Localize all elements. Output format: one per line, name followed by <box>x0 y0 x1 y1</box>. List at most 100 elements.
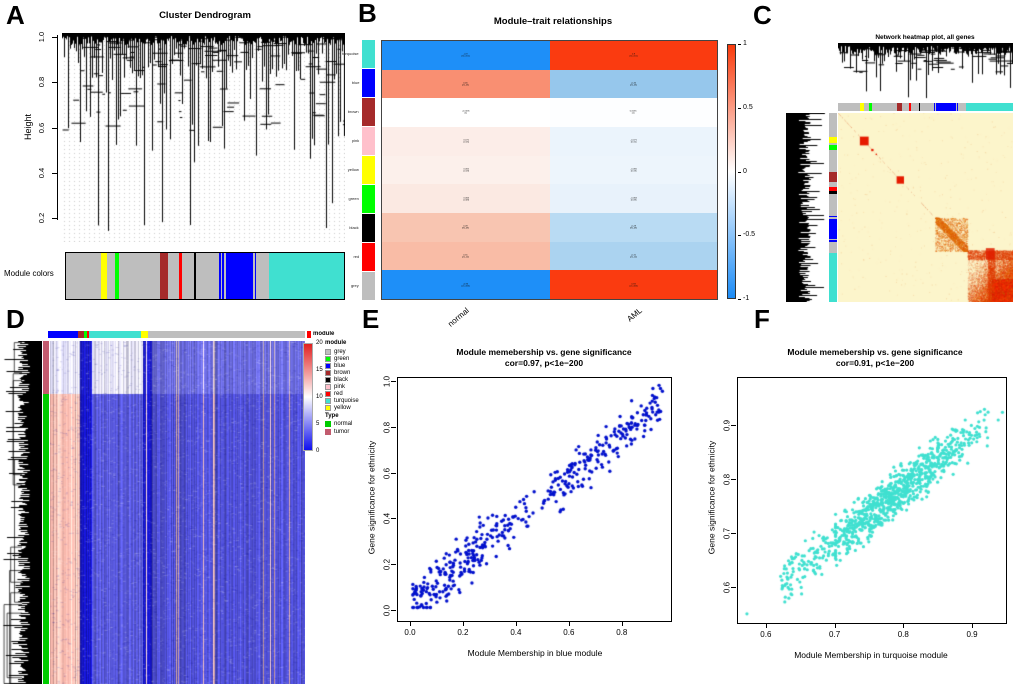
module-color-segment <box>43 394 49 684</box>
panel-b-cbar-tick-mark <box>738 171 741 173</box>
module-color-segment <box>896 103 903 111</box>
correlation-cell: 0.0035 (1) <box>549 98 717 128</box>
correlation-value: 0.31 (2e-10) <box>462 253 470 259</box>
module-trait-row: -0.0035 (1) 0.0035 (1) <box>382 98 717 128</box>
panel-f-title: Module memebership vs. gene significance <box>787 347 963 357</box>
panel-a-ytick-label: 0.6 <box>37 122 46 134</box>
module-color-segment <box>829 242 837 253</box>
panel-b-colorbar <box>727 44 736 299</box>
module-name-label: black <box>349 225 359 231</box>
panel-b-row-label: blue <box>330 69 359 98</box>
panel-b-row-labels: turquoise blue brown pink yellow green black re… <box>330 40 359 300</box>
panel-e-letter: E <box>362 304 380 334</box>
panel-d-row-dendrogram <box>2 341 42 684</box>
module-trait-row: -0.9 (3e-151) 0.9 (3e-151) <box>382 41 717 70</box>
panel-d-scale-tick-label: 10 <box>316 394 323 400</box>
module-color-segment <box>829 113 837 137</box>
panel-b-cbar-tick-label: 0.5 <box>743 103 753 111</box>
legend-label-green: green <box>334 356 350 362</box>
module-trait-row: 0.071 (0.15) -0.071 (0.15) <box>382 127 717 156</box>
module-color-segment <box>218 253 221 299</box>
panel-c-tom-heatmap <box>838 113 1013 302</box>
y-tick-label: 0.8 <box>722 473 732 486</box>
correlation-cell: 0.31 (2e-10) <box>382 241 550 271</box>
module-color-segment <box>141 331 148 338</box>
correlation-cell: -0.93 (2e-184) <box>382 270 550 300</box>
y-tick-mark <box>731 425 736 427</box>
x-tick-mark <box>568 622 570 626</box>
panel-a-ytick-mark <box>52 173 57 174</box>
module-color-segment <box>43 341 49 395</box>
module-color-segment <box>106 253 116 299</box>
y-tick-mark <box>391 472 396 474</box>
module-color-segment <box>48 331 79 338</box>
legend-swatch-brown <box>325 370 331 376</box>
panel-b-cbar-tick-label: 1 <box>743 40 747 47</box>
correlation-cell: -0.065 (0.19) <box>549 155 717 185</box>
module-name-label: red <box>353 254 359 260</box>
y-tick-mark <box>731 478 736 480</box>
panel-b-cbar-tick-mark <box>738 107 741 109</box>
panel-b-heatmap: -0.9 (3e-151) 0.9 (3e-151) 0.46 (2e-23) -0.46(… <box>381 40 718 300</box>
panel-f-scatter <box>737 377 1007 624</box>
panel-b-letter: B <box>358 0 377 28</box>
correlation-value: -0.31 (2e-10) <box>629 253 637 259</box>
legend-label-turquoise: turquoise <box>334 398 359 404</box>
module-color-segment <box>115 253 120 299</box>
module-color-segment <box>935 103 937 111</box>
module-color-segment <box>220 253 223 299</box>
legend-label-black: black <box>334 377 349 383</box>
correlation-value: 0.065 (0.19) <box>462 167 469 173</box>
panel-d-top-module-bar <box>48 331 305 338</box>
panel-a-ytick-mark <box>52 37 57 38</box>
module-name-label: pink <box>351 138 359 144</box>
x-tick-label: 0.9 <box>966 630 978 639</box>
correlation-cell: -0.46 (2e-23) <box>549 69 717 99</box>
module-color-segment <box>224 253 226 299</box>
module-color-segment <box>829 194 837 216</box>
correlation-value: 0.28 (9e-09) <box>462 224 470 230</box>
legend-label-brown: brown <box>334 370 351 376</box>
y-tick-label: 0.9 <box>722 419 732 432</box>
panel-b-row-label: pink <box>330 127 359 156</box>
correlation-value: -0.084 (0.09) <box>630 195 637 201</box>
x-tick-mark <box>765 624 767 628</box>
panel-c-title: Network heatmap plot, all genes <box>875 34 975 41</box>
correlation-value: 0.93 (2e-184) <box>629 281 638 287</box>
panel-a-ytick-label: 1.0 <box>37 31 46 43</box>
x-tick-label: 0.6 <box>563 628 575 637</box>
x-tick-label: 0.8 <box>897 630 909 639</box>
legend-swatch-turquoise <box>325 398 331 404</box>
module-color-segment <box>965 103 1013 111</box>
panel-b-xlabel-normal: normal <box>446 306 471 329</box>
module-swatch <box>362 185 375 213</box>
x-tick-label: 0.2 <box>457 628 469 637</box>
module-swatch <box>362 156 375 184</box>
module-color-segment <box>83 331 88 338</box>
correlation-cell: 0.9 (3e-151) <box>549 41 717 70</box>
panel-b-row-label: black <box>330 213 359 242</box>
module-color-segment <box>147 331 305 338</box>
module-color-segment <box>936 103 938 111</box>
legend-label-grey: grey <box>334 349 346 355</box>
module-color-segment <box>168 253 180 299</box>
module-color-segment <box>66 253 101 299</box>
module-swatch <box>362 127 375 155</box>
panel-b-cbar-tick-label: -1 <box>743 295 750 302</box>
panel-b-row-label: grey <box>330 271 359 300</box>
panel-b-xlabel-aml: AML <box>625 306 644 324</box>
x-tick-mark <box>409 622 411 626</box>
correlation-value: 0.084 (0.09) <box>462 195 469 201</box>
module-name-label: yellow <box>347 167 359 173</box>
module-color-segment <box>179 253 182 299</box>
panel-d-expression-heatmap <box>50 341 305 684</box>
module-color-segment <box>222 253 225 299</box>
module-color-segment <box>829 145 837 150</box>
legend-swatch-tumor <box>325 429 331 435</box>
panel-d-scale-colorbar <box>303 343 313 451</box>
panel-b-row-label: yellow <box>330 156 359 185</box>
panel-d-top-legend-label: module <box>313 331 335 337</box>
panel-d-type-legend-title: Type <box>325 413 339 419</box>
y-tick-label: 0.6 <box>382 467 392 479</box>
